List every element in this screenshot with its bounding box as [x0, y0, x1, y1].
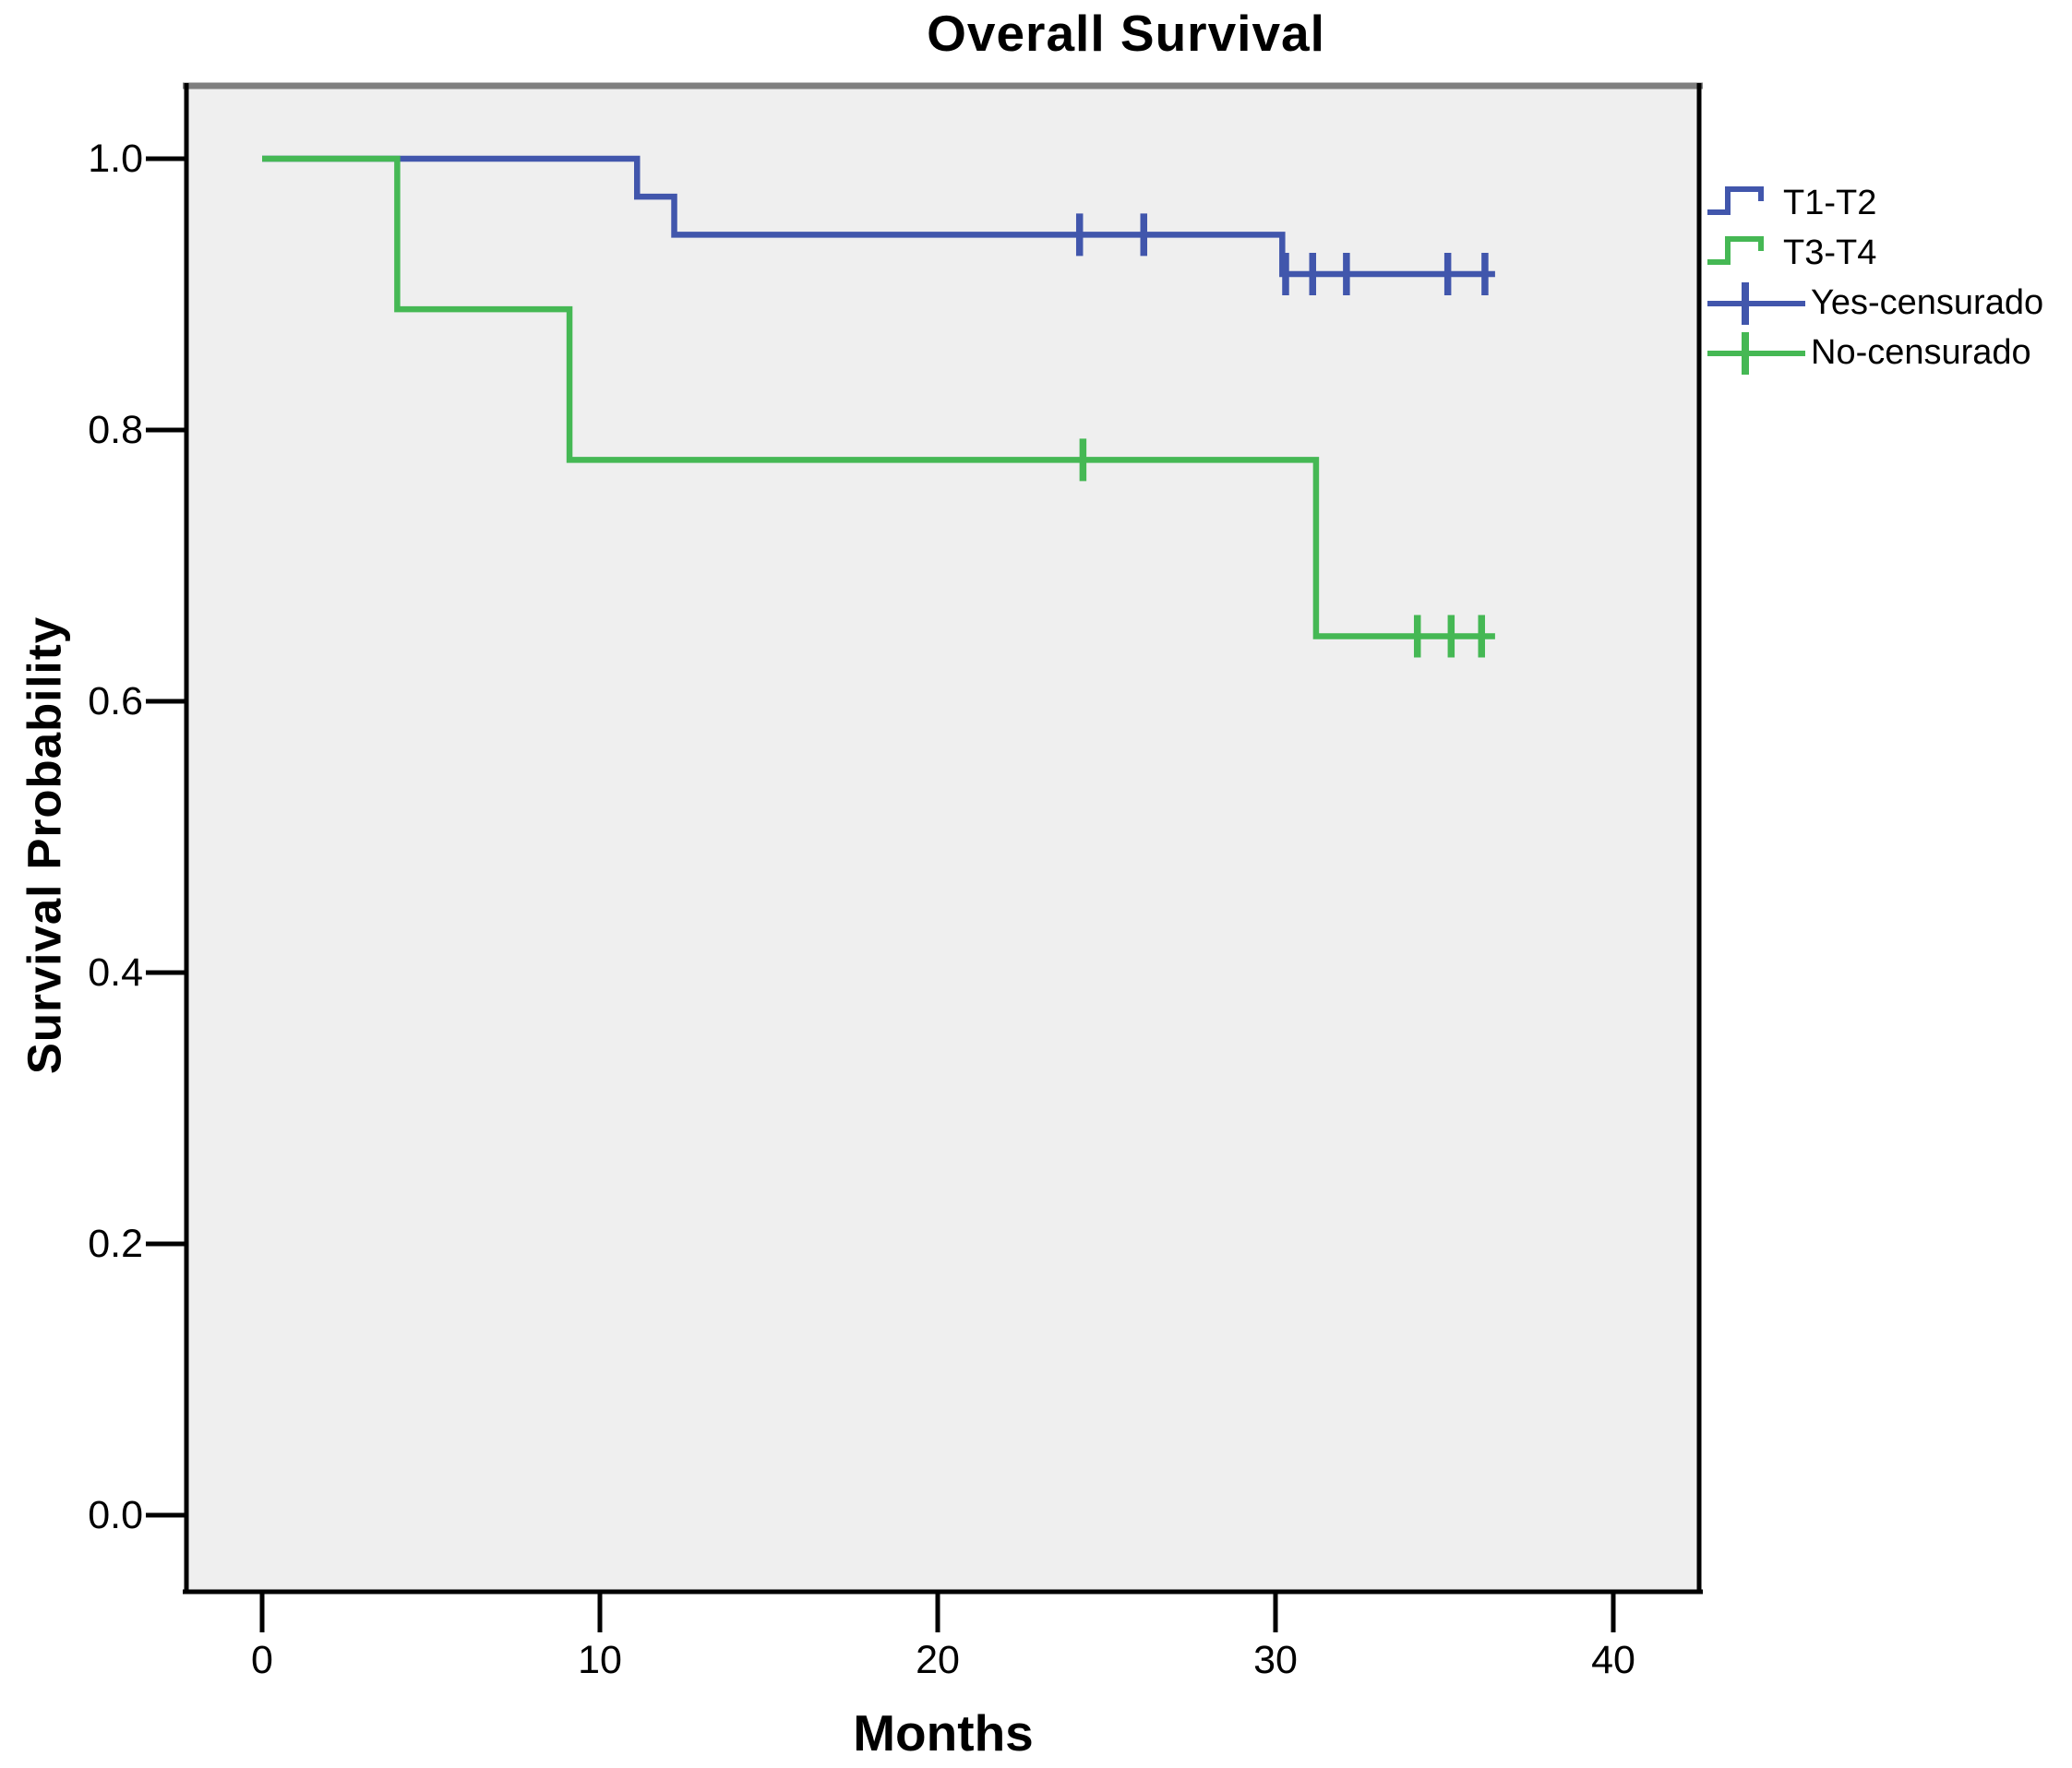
censor-plus-icon [1707, 332, 1805, 375]
x-tick-label-0: 0 [251, 1638, 273, 1682]
x-axis-title: Months [853, 1704, 1034, 1762]
x-tick-label-30: 30 [1253, 1638, 1298, 1682]
legend-item-t3-t4: T3-T4 [1705, 228, 2043, 278]
y-tick-label-0.4: 0.4 [88, 950, 143, 995]
x-tick-label-10: 10 [578, 1638, 622, 1682]
step-line-icon [1707, 236, 1764, 265]
plot-area [185, 83, 1701, 1594]
y-tick-label-0.6: 0.6 [88, 679, 143, 723]
y-tick-label-0.8: 0.8 [88, 408, 143, 452]
x-tick-label-20: 20 [916, 1638, 960, 1682]
legend-label: T1-T2 [1783, 184, 1877, 222]
y-tick-label-0.0: 0.0 [88, 1493, 143, 1537]
legend-label: No-censurado [1811, 333, 2031, 372]
legend: T1-T2 T3-T4 Yes-censurado No-censurado [1705, 178, 2043, 377]
y-tick-label-1.0: 1.0 [88, 137, 143, 181]
legend-label: Yes-censurado [1811, 283, 2044, 322]
chart-title: Overall Survival [927, 5, 1325, 62]
censor-plus-icon [1707, 282, 1805, 325]
legend-label: T3-T4 [1783, 233, 1877, 272]
km-step-line [262, 155, 1495, 639]
survival-curve-t3-t4 [262, 155, 1495, 658]
legend-item-t1-t2: T1-T2 [1705, 178, 2043, 228]
survival-curve-t1-t2 [262, 155, 1495, 295]
legend-item-no-censored: No-censurado [1705, 328, 2043, 377]
legend-item-yes-censored: Yes-censurado [1705, 278, 2043, 328]
y-tick-label-0.2: 0.2 [88, 1222, 143, 1266]
x-tick-label-40: 40 [1591, 1638, 1635, 1682]
step-line-icon [1707, 186, 1764, 215]
